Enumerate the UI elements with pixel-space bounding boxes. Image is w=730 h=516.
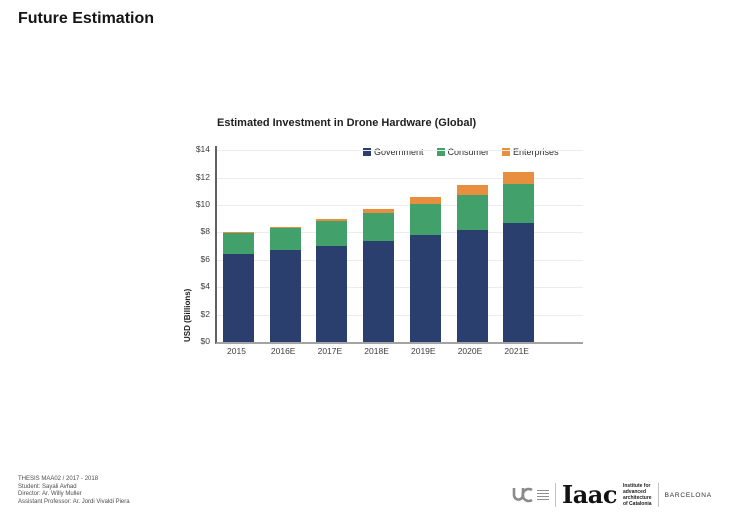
iaac-descriptor-line: Institute for [622,483,651,489]
gridline [217,232,583,234]
x-tick-label: 2016E [270,346,296,356]
bar-segment-enterprises-2020e [456,185,488,195]
legend-label: Consumer [447,147,490,157]
y-tick-label: $2 [200,308,210,319]
bar-segment-consumer-2020e [456,194,488,230]
bar-segment-consumer-2018e [363,213,395,241]
plot-area: Government Consumer Enterprises [215,146,583,344]
credit-line-assistant: Assistant Professor: Ar. Jordi Vivaldi P… [18,498,130,505]
bar-segment-government-2021e [503,222,535,342]
gridline [217,314,583,316]
bar-segment-consumer-2017e [316,221,348,247]
bar-segment-consumer-2015 [223,232,254,255]
x-tick-label: 2017E [317,346,343,356]
gridline [217,177,583,179]
university-logo [512,485,549,505]
gridline [217,259,583,261]
bar-segment-enterprises-2021e [503,172,535,185]
university-logo-text-lines [537,490,549,500]
legend-item-government: Government [363,147,424,157]
y-tick-label: $8 [200,226,210,237]
page-title: Future Estimation [18,10,155,27]
y-tick-label: $6 [200,253,210,264]
credit-line-director: Director: Ar. Willy Muller [18,491,82,498]
chart-legend: Government Consumer Enterprises [363,147,559,157]
legend-swatch-icon [502,148,511,156]
legend-label: Enterprises [513,147,559,157]
gridline [217,150,583,152]
logo-strip: Iaac Institute for advanced architecture… [512,478,712,512]
chart-title: Estimated Investment in Drone Hardware (… [217,117,477,129]
bar-segment-enterprises-2017e [316,218,348,222]
iaac-descriptor: Institute for advanced architecture of C… [623,483,652,507]
bar-segment-government-2015 [223,254,254,342]
y-axis-tick-labels: $0 $2 $4 $6 $8 $10 $12 $14 [158,144,210,346]
x-axis-tick-labels: 2015 2016E 2017E 2018E 2019E 2020E 2021E [215,346,581,360]
barcelona-label: BARCELONA [664,491,712,499]
y-tick-label: $0 [200,336,210,346]
logo-divider [555,483,556,507]
y-tick-label: $4 [200,281,210,292]
logo-divider [657,483,659,507]
iaac-descriptor-line: architecture [622,495,652,501]
legend-item-enterprises: Enterprises [502,147,559,157]
bar-segment-enterprises-2015 [223,231,254,233]
legend-label: Government [374,147,424,157]
bar-segment-consumer-2019e [409,203,441,236]
bar-segment-enterprises-2016e [269,226,301,229]
credit-line-student: Student: Sayali Avhad [18,483,77,490]
legend-swatch-icon [436,148,445,156]
legend-swatch-icon [363,148,371,156]
x-tick-label: 2018E [364,346,389,356]
iaac-wordmark: Iaac [562,480,617,509]
y-tick-label: $14 [195,144,210,155]
gridline [217,204,583,206]
x-tick-label: 2015 [227,346,246,356]
bar-segment-enterprises-2018e [363,209,395,214]
bar-segment-government-2019e [409,235,441,342]
iaac-descriptor-line: advanced [622,489,647,495]
university-logo-icon [512,487,533,503]
gridline [217,287,583,289]
y-tick-label: $12 [195,171,210,182]
bar-segment-government-2017e [316,246,348,342]
bar-segment-enterprises-2019e [409,197,441,204]
legend-item-consumer: Consumer [436,147,490,157]
bar-segment-government-2018e [363,240,395,342]
y-tick-label: $10 [195,198,210,209]
bar-segment-consumer-2016e [269,228,301,251]
thesis-credits: THESIS MAA02 / 2017 - 2018 Student: Saya… [18,476,130,506]
bar-segment-government-2020e [456,229,488,342]
x-tick-label: 2021E [504,346,529,356]
iaac-descriptor-line: of Catalonia [622,501,652,507]
x-tick-label: 2019E [411,346,436,356]
bar-segment-government-2016e [269,250,301,342]
x-tick-label: 2020E [457,346,483,356]
credit-line-thesis: THESIS MAA02 / 2017 - 2018 [18,476,99,482]
bar-segment-consumer-2021e [503,184,535,223]
